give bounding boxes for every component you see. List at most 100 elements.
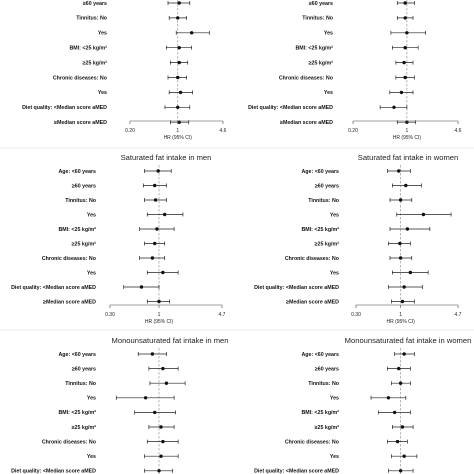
hazard-ratio-point — [398, 381, 403, 385]
row-label: Yes — [330, 454, 339, 460]
row-label: Diet quality: <Median score aMED — [11, 285, 96, 291]
x-tick-label: 1 — [158, 312, 161, 318]
hazard-ratio-point — [392, 105, 396, 110]
row-label: Chronic diseases: No — [285, 256, 340, 262]
hazard-ratio-point — [386, 396, 391, 400]
hazard-ratio-point — [402, 60, 406, 65]
x-tick-label: 4.6 — [455, 128, 462, 134]
hazard-ratio-point — [159, 454, 163, 458]
panel-title: Monounsaturated fat intake in men — [112, 336, 229, 345]
row-label: Diet quality: <Median score aMED — [248, 105, 333, 111]
row-label: BMI: <25 kg/m² — [295, 46, 333, 52]
hazard-ratio-point — [150, 352, 155, 356]
row-label: Chronic diseases: No — [285, 439, 340, 445]
row-label: ≥60 years — [72, 366, 96, 372]
hazard-ratio-point — [153, 241, 157, 246]
row-label: ≥Median score aMED — [43, 299, 96, 305]
row-label: Tinnitus: No — [65, 381, 97, 387]
hazard-ratio-point — [176, 105, 180, 110]
hazard-ratio-point — [397, 366, 401, 371]
row-label: ≥25 kg/m² — [83, 60, 108, 66]
row-label: Tinnitus: No — [76, 16, 108, 22]
hazard-ratio-point — [403, 16, 407, 20]
panel-title: Saturated fat intake in women — [358, 153, 458, 162]
hazard-ratio-point — [161, 439, 165, 444]
row-label: ≥25 kg/m² — [72, 241, 97, 247]
row-label: Diet quality: <Median score aMED — [254, 469, 339, 474]
row-label: ≥25 kg/m² — [72, 425, 97, 431]
hazard-ratio-point — [395, 439, 400, 444]
row-label: ≥25 kg/m² — [315, 241, 340, 247]
hazard-ratio-point — [162, 212, 167, 217]
hazard-ratio-point — [176, 75, 180, 80]
x-tick-label: 1 — [176, 128, 179, 134]
row-label: Diet quality: <Median score aMED — [11, 469, 96, 474]
row-label: ≥60 years — [315, 183, 339, 189]
row-label: ≥Median score aMED — [280, 120, 333, 126]
hazard-ratio-point — [408, 270, 413, 275]
x-tick-label: 0.20 — [348, 128, 358, 134]
row-label: Chronic diseases: No — [53, 75, 108, 81]
hazard-ratio-point — [400, 299, 405, 304]
row-label: Chronic diseases: No — [42, 256, 97, 262]
hazard-ratio-point — [397, 169, 401, 173]
row-label: Diet quality: <Median score aMED — [254, 285, 339, 291]
x-axis-title: HR (95% CI) — [164, 135, 193, 141]
row-label: Yes — [324, 31, 333, 37]
hazard-ratio-point — [177, 1, 181, 5]
row-label: BMI: <25 kg/m² — [301, 227, 339, 233]
hazard-ratio-point — [176, 16, 180, 20]
hazard-ratio-point — [150, 256, 155, 260]
row-label: BMI: <25 kg/m² — [58, 227, 96, 233]
row-label: Age: <60 years — [301, 169, 339, 175]
row-label: Tinnitus: No — [308, 198, 340, 204]
hazard-ratio-point — [403, 46, 407, 50]
row-label: Tinnitus: No — [302, 16, 334, 22]
row-label: Yes — [87, 270, 96, 276]
row-label: ≥25 kg/m² — [309, 60, 334, 66]
hazard-ratio-point — [155, 227, 159, 231]
hazard-ratio-point — [157, 299, 161, 304]
x-axis-title: HR (95% CI) — [393, 135, 422, 141]
row-label: ≥Median score aMED — [54, 120, 107, 126]
hazard-ratio-point — [157, 469, 161, 473]
row-label: Yes — [324, 90, 333, 96]
hazard-ratio-point — [403, 75, 407, 80]
row-label: Age: <60 years — [58, 169, 96, 175]
hazard-ratio-point — [404, 183, 408, 188]
hazard-ratio-point — [161, 366, 165, 371]
row-label: Chronic diseases: No — [279, 75, 334, 81]
x-axis-title: HR (95% CI) — [145, 319, 174, 325]
row-label: Yes — [98, 90, 107, 96]
hazard-ratio-point — [399, 90, 404, 95]
row-label: Tinnitus: No — [65, 198, 97, 204]
row-label: BMI: <25 kg/m² — [69, 46, 107, 52]
row-label: Yes — [330, 270, 339, 276]
row-label: Chronic diseases: No — [42, 439, 97, 445]
row-label: Yes — [87, 454, 96, 460]
row-label: Diet quality: <Median score aMED — [22, 105, 107, 111]
hazard-ratio-point — [392, 410, 397, 415]
row-label: ≥60 years — [315, 366, 339, 372]
hazard-ratio-point — [398, 198, 403, 202]
hazard-ratio-point — [398, 256, 403, 260]
hazard-ratio-point — [139, 285, 144, 289]
row-label: Yes — [87, 212, 96, 218]
x-tick-label: 1 — [399, 312, 402, 318]
hazard-ratio-point — [400, 425, 405, 429]
hazard-ratio-point — [156, 169, 160, 173]
hazard-ratio-point — [143, 396, 148, 400]
row-label: Age: <60 years — [58, 352, 96, 358]
hazard-ratio-point — [402, 352, 406, 356]
row-label: BMI: <25 kg/m² — [301, 410, 339, 416]
hazard-ratio-point — [177, 120, 181, 124]
panel-title: Monounsaturated fat intake in women — [345, 336, 472, 345]
hazard-ratio-point — [405, 31, 409, 35]
hazard-ratio-point — [161, 270, 165, 275]
row-label: Yes — [87, 396, 96, 402]
row-label: ≥60 years — [309, 1, 333, 7]
hazard-ratio-point — [421, 212, 426, 217]
row-label: ≥60 years — [83, 1, 107, 7]
hazard-ratio-point — [178, 90, 183, 95]
hazard-ratio-point — [153, 198, 158, 202]
